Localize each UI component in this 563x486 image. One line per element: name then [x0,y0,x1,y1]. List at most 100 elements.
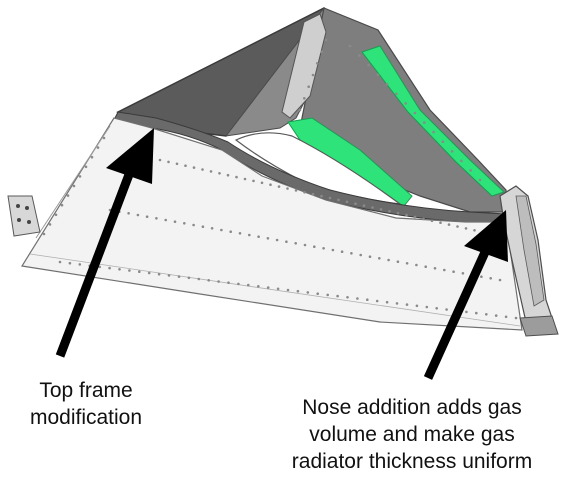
rivet-dot [346,296,349,299]
rivet-dot [432,130,435,134]
rivet-dot [475,311,478,315]
rivet-dot [294,242,298,245]
rivet-dot [405,303,409,306]
rivet-dot [413,111,417,115]
rivet-dot [78,263,82,266]
rivet-dot [167,274,171,277]
rear-bracket [281,13,327,119]
rivet-dot [42,232,46,236]
rivet-dot [66,194,70,197]
rivet-dot [266,286,270,289]
rivet-dot [367,63,370,67]
callout-nose-addition: Nose addition adds gas volume and make g… [262,394,562,475]
rivet-dot [445,308,448,311]
rivet-dot [285,240,288,243]
rivet-dot [243,177,247,181]
rivet-dot [286,288,290,292]
rivet-dot [209,170,213,173]
rivet-dot [337,198,340,202]
arrow-nose-addition [423,210,508,380]
rivet-dot [201,168,204,171]
rivet-dot [461,272,465,275]
rivet-dot [58,260,62,264]
rivet-dot [356,297,359,300]
rivet-dot [340,250,344,253]
rivet-dot [441,140,445,143]
rivet-dot [396,211,400,215]
rivet-dot [96,146,100,149]
rivet-dot [348,44,352,48]
rivet-dot [480,275,483,279]
rivet-dot [435,307,439,310]
rivet-dot [266,237,270,240]
rivet-dot [316,292,320,296]
rivet-dot [313,245,316,248]
rivet-dot [164,218,167,222]
rivet-dot [210,227,214,230]
rivet-dot [328,196,332,200]
rivet-dot [326,293,330,297]
rivet-dot [197,277,201,281]
rivet-dot [257,285,260,288]
rivet-dot [311,73,315,77]
rivet-dot [450,150,454,153]
rivet-dot [405,213,408,217]
rivet-dot [359,253,363,257]
rivet-dot [452,270,455,274]
rivet-dot [227,281,230,285]
rivet-dot [226,173,230,177]
rivet-dot [423,121,426,124]
rivet-dot [294,189,298,192]
rivet-dot [433,267,437,270]
rivet-dot [320,50,324,53]
rivet-dot [184,164,187,167]
rivet-dot [478,178,482,182]
rivet-dot [358,54,361,57]
rivet-dot [147,271,151,275]
rivet-dot [379,208,383,211]
rivet-dot [439,221,442,224]
tab-hole [17,218,21,222]
rivet-dot [415,263,418,267]
rivet-dot [78,175,82,178]
rivet-dot [395,92,398,96]
rivet-dot [422,217,425,221]
rivet-dot [167,160,170,164]
rivet-dot [354,202,357,205]
rivet-dot [201,225,205,228]
rivet-dot [187,276,191,280]
rivet-dot [175,162,179,166]
rivet-dot [387,258,390,262]
rivet-dot [128,269,131,272]
nose-base [519,315,559,337]
mounting-tab [7,195,41,237]
rivet-dot [192,166,196,169]
rivet-dot [311,192,315,196]
rivet-dot [324,38,328,42]
rivet-dot [84,165,88,169]
rivet-dot [378,257,381,260]
rivet-dot [177,275,181,278]
rivet-dot [298,108,302,112]
rivet-dot [316,62,319,65]
rivet-dot [145,215,149,218]
rivet-dot [72,184,76,188]
rivet-dot [248,233,251,237]
rivet-dot [108,266,111,270]
rivet-dot [385,83,389,86]
rivet-dot [443,268,446,272]
rivet-dot [303,97,306,100]
rivet-dot [366,298,369,302]
rivet-dot [247,283,250,287]
rivet-dot [469,169,473,172]
rivet-dot [465,310,468,314]
callout-line: Top frame [39,379,133,402]
rivet-dot [489,277,493,280]
rivet-dot [155,217,158,220]
panel-seam [35,125,111,239]
rivet-dot [320,194,323,198]
rivet-dot [413,215,417,219]
rivet-dot [306,291,310,294]
rivet-dot [157,272,161,276]
rivet-dot [405,262,409,265]
